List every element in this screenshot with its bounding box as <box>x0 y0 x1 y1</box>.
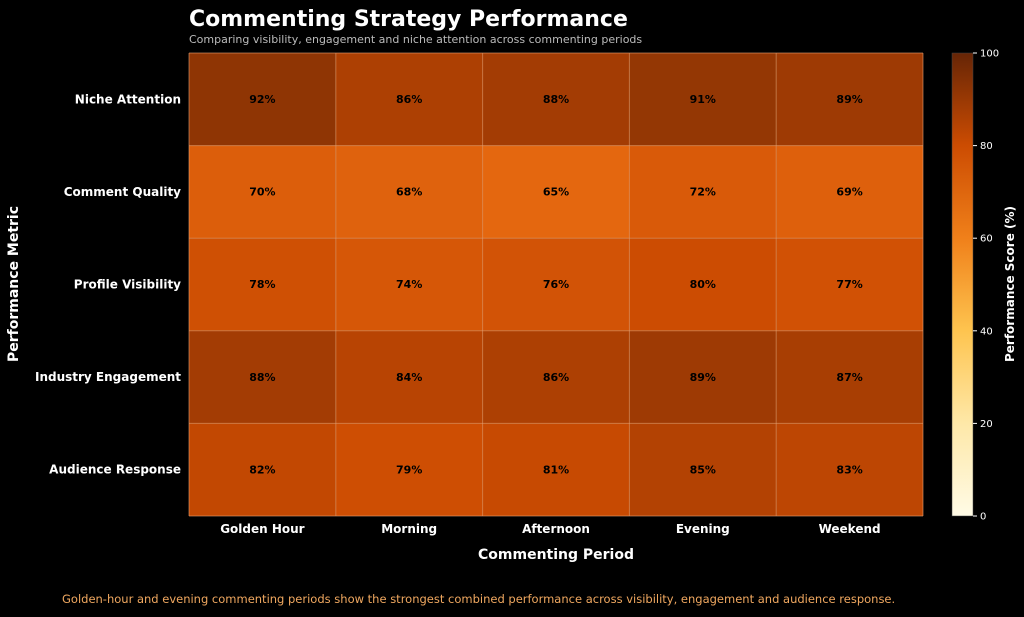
cell-value-label: 86% <box>543 371 569 384</box>
heatmap-cell <box>335 238 483 331</box>
cell-value-label: 84% <box>396 371 422 384</box>
cell-value-label: 76% <box>543 278 569 291</box>
cell-value-label: 91% <box>690 93 716 106</box>
heatmap-cell <box>482 238 630 331</box>
heatmap-cell <box>482 330 630 424</box>
cell-value-label: 72% <box>690 186 716 199</box>
y-tick-label: Niche Attention <box>75 92 181 106</box>
chart-footnote: Golden-hour and evening commenting perio… <box>62 592 895 606</box>
heatmap-value-labels: 92% 86% 88% 91% 89% 70% 68% 65% 72% 69% 78% 74% 76% 8… <box>249 93 863 476</box>
x-axis-tick-labels: Golden Hour Morning Afternoon Evening Weeken… <box>220 522 880 536</box>
colorbar-tick-label: 60 <box>980 234 993 245</box>
cell-value-label: 86% <box>396 93 422 106</box>
cell-value-label: 81% <box>543 463 569 476</box>
cell-value-label: 68% <box>396 186 422 199</box>
heatmap-cell <box>776 53 923 146</box>
colorbar-tick-label: 20 <box>980 419 993 430</box>
y-tick-label: Industry Engagement <box>35 370 181 384</box>
heatmap-cell <box>482 423 630 516</box>
cell-value-label: 88% <box>249 371 275 384</box>
cell-value-label: 92% <box>249 93 275 106</box>
heatmap-cell <box>335 53 483 146</box>
heatmap-cell <box>629 330 777 424</box>
heatmap-cell <box>629 145 777 239</box>
cell-value-label: 65% <box>543 186 569 199</box>
colorbar-tick-label: 80 <box>980 141 993 152</box>
heatmap-cell <box>629 238 777 331</box>
cell-value-label: 70% <box>249 186 275 199</box>
x-axis-label: Commenting Period <box>478 547 634 563</box>
colorbar-tick-label: 0 <box>980 512 986 523</box>
cell-value-label: 79% <box>396 463 422 476</box>
y-tick-label: Comment Quality <box>64 185 181 199</box>
x-tick-label: Afternoon <box>522 522 590 536</box>
cell-value-label: 88% <box>543 93 569 106</box>
chart-subtitle: Comparing visibility, engagement and nic… <box>189 33 642 46</box>
heatmap-cell <box>189 238 336 331</box>
colorbar-ticks: 0 20 40 60 80 100 <box>973 49 999 523</box>
x-tick-label: Golden Hour <box>220 522 304 536</box>
colorbar-tick-label: 40 <box>980 326 993 337</box>
cell-value-label: 83% <box>836 463 862 476</box>
y-axis-label: Performance Metric <box>6 206 22 362</box>
heatmap-cell <box>335 330 483 424</box>
y-axis-tick-labels: Niche Attention Comment Quality Profile Vi… <box>35 92 181 476</box>
heatmap-cell <box>189 53 336 146</box>
heatmap-cell <box>776 423 923 516</box>
x-tick-label: Weekend <box>819 522 881 536</box>
heatmap-cell <box>335 145 483 239</box>
heatmap-cell <box>629 423 777 516</box>
cell-value-label: 89% <box>690 371 716 384</box>
heatmap-cell <box>189 145 336 239</box>
heatmap-cell <box>482 53 630 146</box>
x-tick-label: Morning <box>381 522 437 536</box>
colorbar-tick-label: 100 <box>980 49 999 60</box>
heatmap-cells <box>189 53 923 516</box>
cell-value-label: 85% <box>690 463 716 476</box>
heatmap-cell <box>776 238 923 331</box>
x-tick-label: Evening <box>676 522 730 536</box>
y-tick-label: Audience Response <box>49 463 181 477</box>
heatmap-cell <box>776 330 923 424</box>
chart-title: Commenting Strategy Performance <box>189 7 628 32</box>
heatmap-cell <box>482 145 630 239</box>
cell-value-label: 69% <box>836 186 862 199</box>
cell-value-label: 77% <box>836 278 862 291</box>
y-tick-label: Profile Visibility <box>74 278 181 292</box>
heatmap-cell <box>629 53 777 146</box>
colorbar-label: Performance Score (%) <box>1003 206 1017 362</box>
cell-value-label: 82% <box>249 463 275 476</box>
heatmap-cell <box>776 145 923 239</box>
cell-value-label: 74% <box>396 278 422 291</box>
cell-value-label: 78% <box>249 278 275 291</box>
heatmap-cell <box>189 423 336 516</box>
heatmap-cell <box>335 423 483 516</box>
cell-value-label: 87% <box>836 371 862 384</box>
cell-value-label: 89% <box>836 93 862 106</box>
colorbar <box>951 52 974 517</box>
heatmap-gridlines <box>188 52 924 517</box>
cell-value-label: 80% <box>690 278 716 291</box>
heatmap-cell <box>189 330 336 424</box>
